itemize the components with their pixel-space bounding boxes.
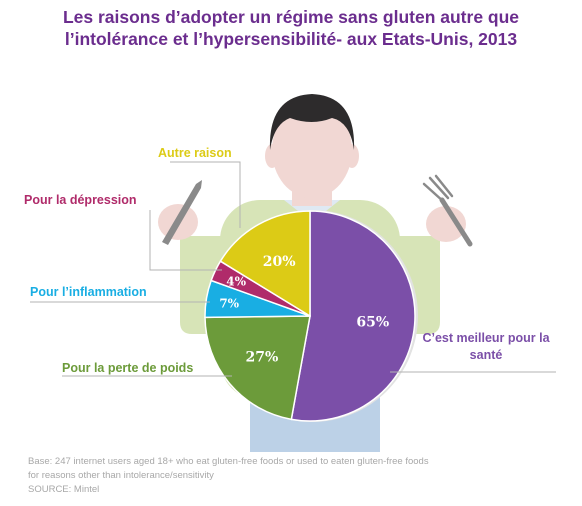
right-hand [426, 206, 466, 242]
chart-title-line1: Les raisons d’adopter un régime sans glu… [62, 7, 520, 27]
leader-lines [30, 161, 556, 377]
source-note-base: Base: 247 internet users aged 18+ who ea… [28, 456, 429, 467]
leader-line-depression [149, 210, 222, 271]
knife-icon [162, 180, 202, 245]
pie-value-label-autre: 20% [263, 254, 296, 270]
legend-label-depression: Pour la dépression [24, 193, 137, 207]
legend-label-sante-line1: C’est meilleur pour la [422, 331, 550, 345]
source-note-source: SOURCE: Mintel [28, 484, 100, 495]
legend-label-sante: C’est meilleur pour la santé [404, 330, 568, 364]
pie-value-label-inflammation: 7% [219, 296, 239, 310]
legend-label-inflammation: Pour l’inflammation [30, 285, 147, 299]
pie-slice-sante [290, 210, 416, 422]
pie-value-label-depression: 4% [226, 275, 246, 289]
pie-value-labels: 65% 27% 7% 4% 20% [219, 254, 389, 366]
legend-label-autre: Autre raison [158, 146, 232, 160]
hair [269, 94, 355, 150]
pie-chart [204, 210, 416, 422]
pie-value-label-perte: 27% [246, 350, 279, 366]
pie-slice-perte [204, 315, 311, 421]
chart-title-line2: l’intolérance et l’hypersensibilité- aux… [64, 29, 518, 49]
left-ear [265, 144, 279, 168]
leader-line-autre [170, 161, 241, 228]
fork-icon [422, 174, 473, 247]
legend-label-sante-line2: santé [469, 348, 503, 362]
right-ear [345, 144, 359, 168]
source-note: Base: 247 internet users aged 18+ who ea… [28, 455, 578, 497]
pie-value-label-sante: 65% [356, 315, 389, 331]
head [272, 102, 352, 198]
legend-label-perte: Pour la perte de poids [62, 361, 194, 375]
source-note-base-cont: for reasons other than intolerance/sensi… [28, 470, 214, 481]
chart-title: Les raisons d’adopter un régime sans glu… [0, 6, 582, 50]
pie-slice-autre [219, 210, 311, 318]
